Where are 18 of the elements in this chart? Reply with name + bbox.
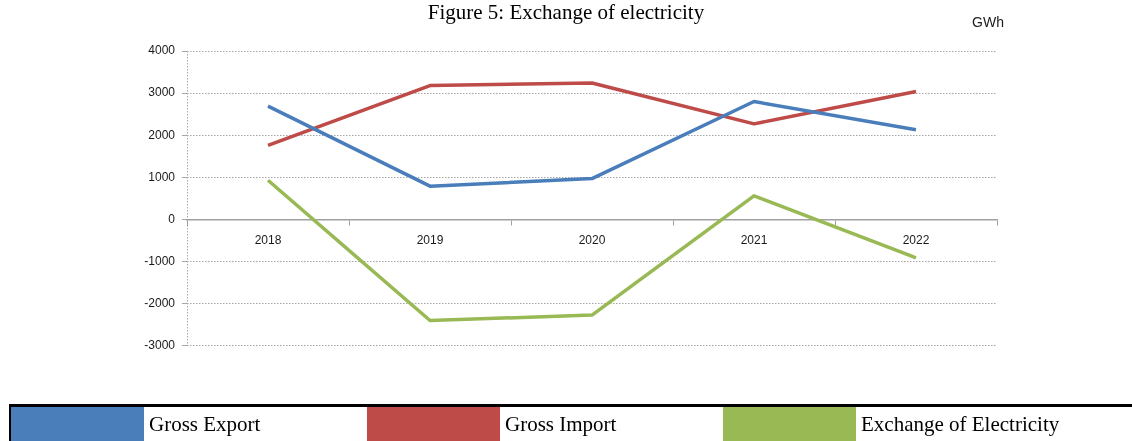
y-tick-label: -2000 bbox=[144, 296, 176, 310]
x-tick-label: 2019 bbox=[416, 232, 444, 247]
legend-label: Exchange of Electricity bbox=[861, 412, 1060, 436]
y-tick-label: -1000 bbox=[144, 253, 176, 268]
legend-label: Gross Export bbox=[149, 412, 261, 436]
x-tick-label: 2020 bbox=[578, 232, 606, 247]
y-tick-label: 1000 bbox=[148, 169, 176, 184]
x-tick-label: 2021 bbox=[740, 232, 768, 247]
y-tick-label: 4000 bbox=[148, 43, 176, 58]
chart-title: Figure 5: Exchange of electricity bbox=[427, 0, 705, 24]
y-tick-label: -3000 bbox=[144, 338, 176, 353]
legend-label: Gross Import bbox=[505, 412, 617, 436]
y-axis-title: GWh bbox=[972, 14, 1004, 30]
y-tick-label: 2000 bbox=[148, 127, 176, 142]
x-tick-label: 2018 bbox=[254, 232, 282, 247]
y-tick-label: 3000 bbox=[148, 85, 176, 100]
y-tick-label: 0 bbox=[168, 211, 176, 226]
x-tick-label: 2022 bbox=[902, 232, 930, 247]
